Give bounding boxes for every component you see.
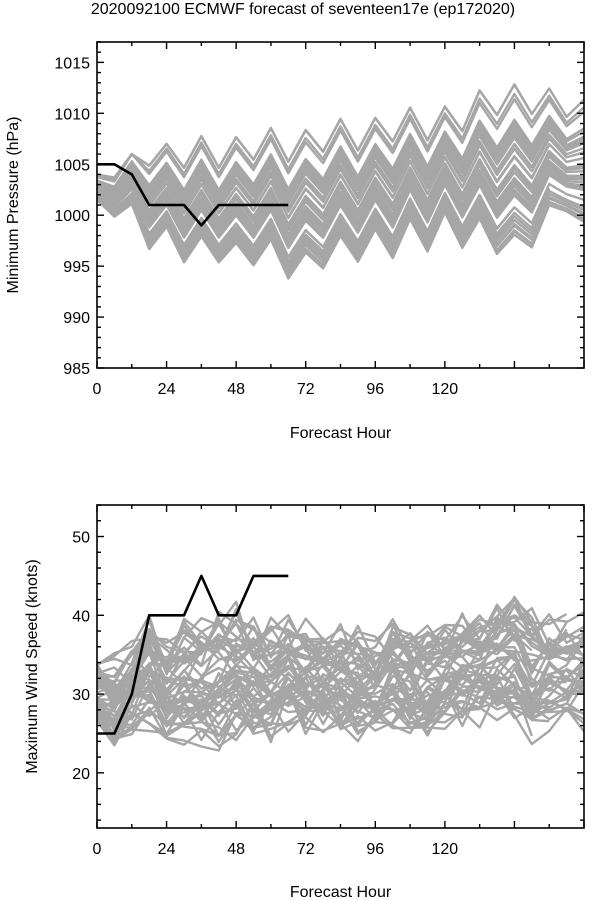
pressure-deterministic-line [97, 163, 289, 227]
pressure-ensemble-member [97, 92, 584, 182]
pressure-ensemble-member [97, 117, 584, 194]
pressure-ensemble-member [97, 166, 584, 243]
wind-deterministic-line-group [97, 574, 289, 735]
pressure-y-tick-label: 1005 [54, 157, 90, 174]
pressure-ensemble-member [97, 140, 533, 210]
pressure-ensemble-member [97, 191, 516, 259]
wind-ensemble-member [97, 667, 584, 724]
pressure-y-tick-label: 1010 [54, 106, 90, 123]
wind-panel: 0 24 48 72 96 120 20 30 40 50 Forecast Hour Maximum… [24, 504, 585, 900]
pressure-y-tick-label: 1015 [54, 55, 90, 72]
wind-ensemble-member [97, 603, 584, 674]
pressure-ensemble-member [97, 122, 584, 199]
pressure-ensemble-member [97, 162, 584, 238]
wind-y-tick-label: 30 [72, 687, 90, 704]
wind-ensemble-member [97, 675, 515, 744]
wind-ensemble-member [97, 663, 551, 729]
wind-y-tick-label: 20 [72, 766, 90, 783]
pressure-x-tick-label: 96 [366, 381, 384, 398]
pressure-ensemble-member [97, 83, 533, 179]
pressure-y-tick-label: 995 [63, 259, 90, 276]
pressure-ensemble-member [97, 137, 584, 214]
pressure-y-tick-label: 1000 [54, 208, 90, 225]
wind-ensemble-member [97, 636, 584, 708]
wind-y-tick-label: 40 [72, 608, 90, 625]
wind-x-tick-label: 72 [297, 841, 315, 858]
pressure-axes: 0 24 48 72 96 120 985 990 995 1000 1005 1010 1015 For… [5, 41, 585, 442]
wind-ensemble-lines [97, 595, 584, 752]
pressure-ensemble-member [97, 114, 584, 192]
wind-ensemble-member [97, 630, 584, 709]
wind-ensemble-member [97, 600, 584, 675]
wind-x-tick-label: 24 [158, 841, 176, 858]
wind-deterministic-line [97, 574, 289, 735]
pressure-ensemble-lines [97, 83, 584, 280]
pressure-x-axis-title: Forecast Hour [290, 425, 392, 442]
wind-y-axis-title: Maximum Wind Speed (knots) [24, 559, 41, 773]
pressure-ensemble-member [97, 127, 584, 204]
wind-axes: 0 24 48 72 96 120 20 30 40 50 Forecast Hour Maximum… [24, 504, 585, 900]
wind-ensemble-member [97, 668, 550, 719]
wind-x-tick-label: 0 [93, 841, 102, 858]
wind-x-tick-label: 48 [227, 841, 245, 858]
pressure-x-tick-label: 48 [227, 381, 245, 398]
wind-x-tick-label: 120 [432, 841, 459, 858]
page-title: 2020092100 ECMWF forecast of seventeen17… [90, 1, 516, 18]
wind-y-tick-label: 50 [72, 530, 90, 547]
wind-x-axis-title: Forecast Hour [290, 884, 392, 900]
pressure-x-tick-label: 0 [93, 381, 102, 398]
pressure-ensemble-member [97, 187, 551, 263]
pressure-ensemble-member [97, 98, 584, 183]
pressure-deterministic-line-group [97, 163, 289, 227]
pressure-ensemble-member [97, 155, 584, 232]
pressure-ensemble-member [97, 170, 584, 247]
pressure-x-tick-label: 24 [158, 381, 176, 398]
pressure-ensemble-member [97, 196, 584, 273]
pressure-y-tick-label: 990 [63, 310, 90, 327]
pressure-x-tick-label: 120 [432, 381, 459, 398]
pressure-panel: 0 24 48 72 96 120 985 990 995 1000 1005 1010 1015 For… [5, 41, 585, 442]
pressure-x-tick-label: 72 [297, 381, 315, 398]
pressure-ensemble-member [97, 198, 584, 278]
pressure-ensemble-member [97, 192, 584, 269]
wind-ensemble-member [97, 693, 516, 752]
pressure-y-axis-title: Minimum Pressure (hPa) [5, 117, 22, 294]
pressure-y-tick-label: 985 [63, 361, 90, 378]
wind-x-tick-label: 96 [366, 841, 384, 858]
pressure-ensemble-member [97, 144, 551, 220]
